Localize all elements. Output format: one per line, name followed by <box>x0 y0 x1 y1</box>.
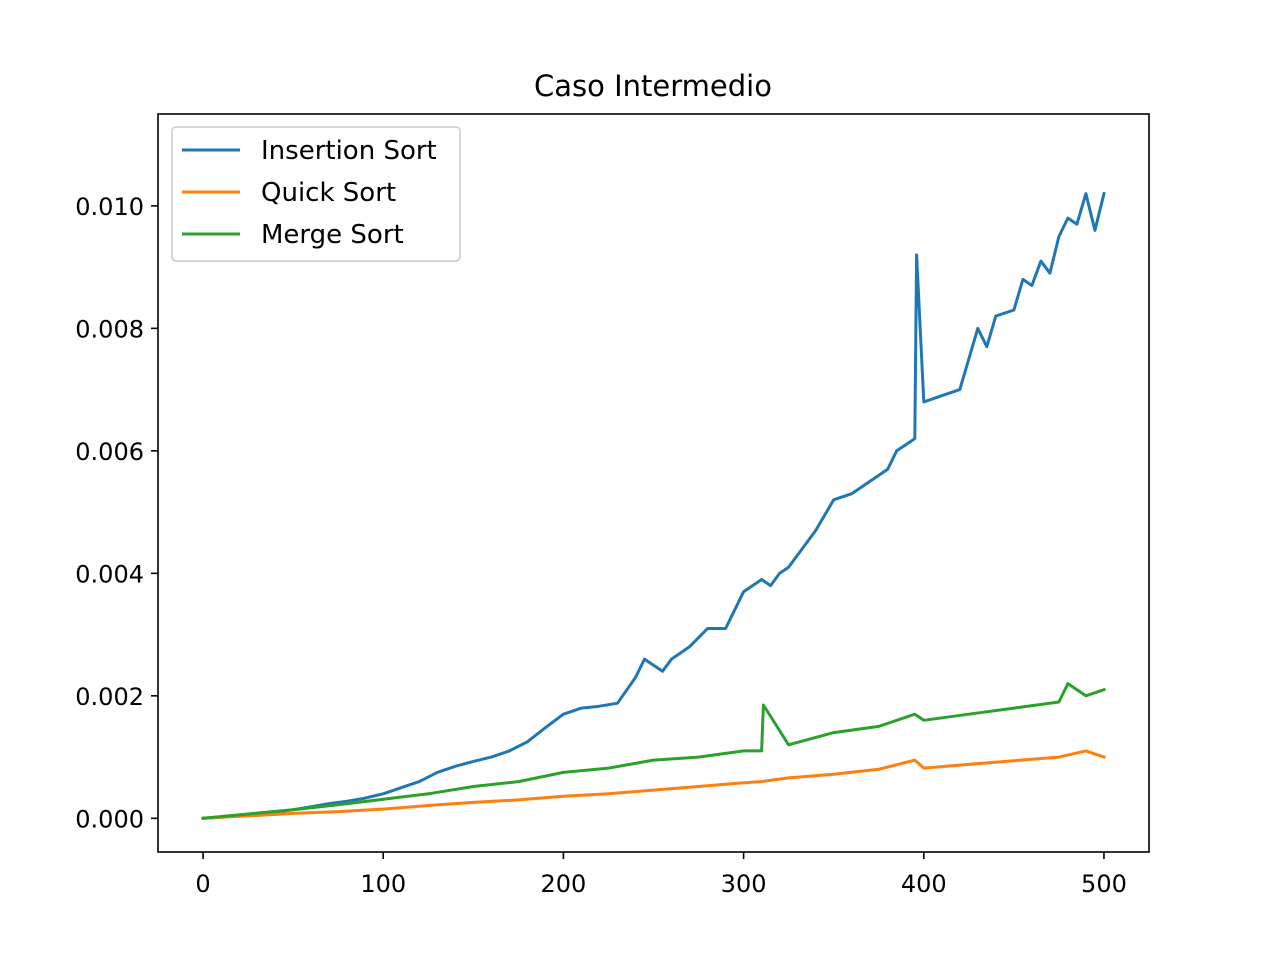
y-tick-label: 0.000 <box>75 805 144 833</box>
y-axis: 0.000 0.002 0.004 0.006 0.008 0.010 <box>75 193 158 833</box>
y-tick-label: 0.006 <box>75 438 144 466</box>
y-tick-label: 0.004 <box>75 560 144 588</box>
x-tick-label: 100 <box>360 870 406 898</box>
x-axis: 0 100 200 300 400 500 <box>195 852 1127 898</box>
x-tick-label: 300 <box>721 870 767 898</box>
series-line-insertion-sort <box>201 191 1106 820</box>
series-line-merge-sort <box>201 682 1106 820</box>
chart-title: Caso Intermedio <box>534 69 772 103</box>
legend-box <box>171 126 461 262</box>
axes-frame <box>157 113 1150 853</box>
x-tick-label: 500 <box>1081 870 1127 898</box>
x-tick-label: 0 <box>195 870 210 898</box>
y-tick-label: 0.008 <box>75 315 144 343</box>
legend-label: Insertion Sort <box>261 136 437 166</box>
y-tick-label: 0.002 <box>75 683 144 711</box>
legend: Insertion Sort Quick Sort Merge Sort <box>171 126 461 262</box>
legend-label: Quick Sort <box>261 178 396 208</box>
legend-label: Merge Sort <box>261 220 404 250</box>
plot-area <box>201 191 1106 820</box>
y-tick-label: 0.010 <box>75 193 144 221</box>
series-line-quick-sort <box>201 749 1106 820</box>
x-tick-label: 400 <box>901 870 947 898</box>
x-tick-label: 200 <box>541 870 587 898</box>
